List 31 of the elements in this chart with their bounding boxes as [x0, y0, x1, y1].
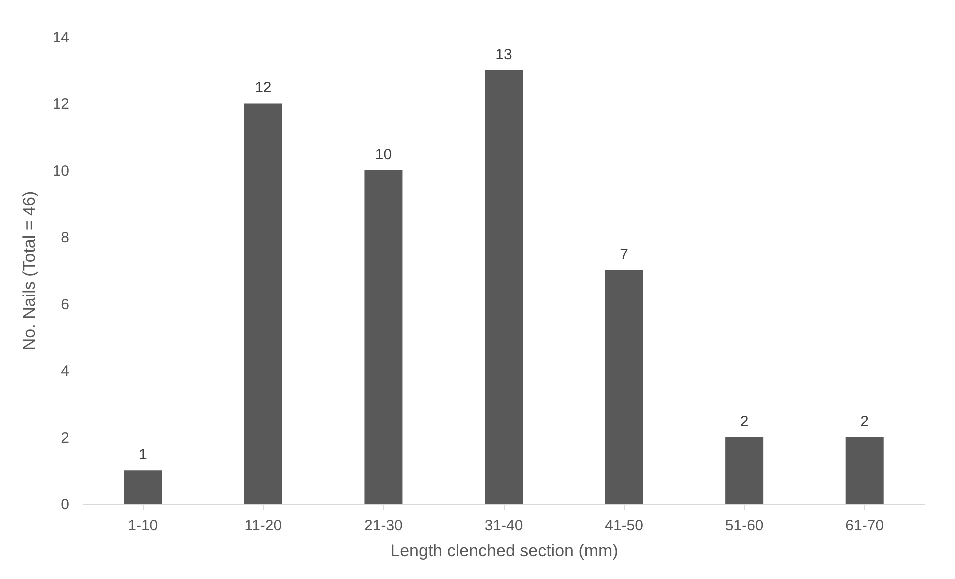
bar [244, 104, 282, 504]
x-tick-label: 21-30 [364, 518, 403, 534]
x-tick-label: 61-70 [846, 518, 884, 534]
y-tick-label: 12 [52, 96, 70, 114]
data-label: 2 [740, 413, 749, 430]
bar [726, 437, 764, 504]
bar [124, 470, 162, 504]
x-tick-label: 51-60 [725, 518, 764, 534]
bar [846, 437, 884, 504]
data-label: 2 [860, 413, 870, 430]
y-tick-label: 10 [52, 162, 70, 180]
x-tick-label: 41-50 [605, 518, 644, 534]
y-tick-label: 0 [61, 496, 70, 514]
bar [605, 270, 644, 504]
data-label: 1 [138, 446, 148, 464]
y-tick-label: 14 [52, 30, 70, 46]
x-tick-label: 31-40 [484, 518, 524, 534]
y-tick-label: 6 [61, 296, 70, 314]
data-label: 12 [255, 80, 272, 97]
bar [485, 70, 523, 504]
x-tick-label: 1-10 [128, 518, 158, 534]
data-label: 7 [620, 246, 628, 264]
y-tick-label: 8 [61, 230, 70, 247]
x-axis-title: Length clenched section (mm) [390, 542, 618, 560]
y-axis-title: No. Nails (Total = 46) [20, 191, 39, 351]
data-label: 10 [375, 146, 392, 164]
data-label: 13 [496, 46, 512, 64]
y-tick-label: 2 [61, 430, 70, 447]
bar [364, 170, 403, 504]
y-tick-label: 4 [61, 363, 70, 380]
x-tick-label: 11-20 [244, 518, 282, 534]
